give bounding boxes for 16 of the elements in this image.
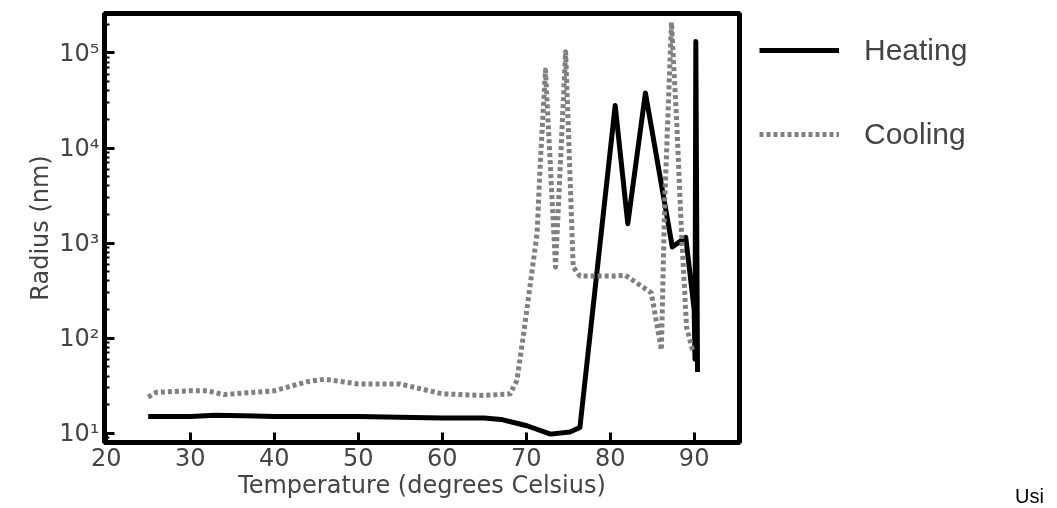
- legend-label: Cooling: [864, 117, 966, 151]
- y-tick-label: 10⁵: [59, 38, 100, 67]
- x-tick-label: 70: [510, 443, 542, 472]
- x-tick-label: 40: [258, 443, 290, 472]
- x-tick-label: 80: [594, 443, 626, 472]
- y-tick-label: 10⁴: [59, 134, 100, 163]
- legend-label: Heating: [864, 33, 968, 67]
- y-tick-label: 10³: [59, 229, 100, 258]
- x-axis-title: Temperature (degrees Celsius): [237, 470, 606, 499]
- y-axis-title: Radius (nm): [26, 155, 55, 301]
- y-tick-label: 10²: [59, 324, 100, 353]
- x-tick-label: 90: [678, 443, 710, 472]
- x-tick-label: 60: [426, 443, 458, 472]
- x-tick-label: 50: [342, 443, 374, 472]
- x-tick-label: 30: [174, 443, 206, 472]
- text: Usi: [1015, 484, 1044, 508]
